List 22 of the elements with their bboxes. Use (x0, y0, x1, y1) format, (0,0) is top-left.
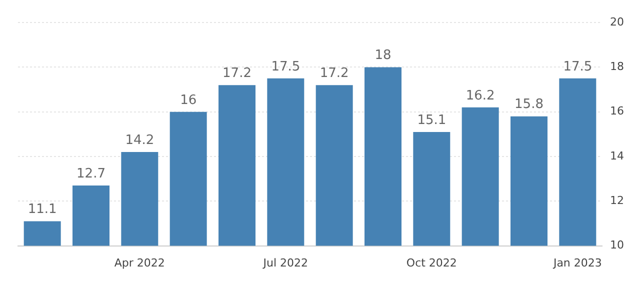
y-tick-label: 10 (610, 238, 624, 252)
data-label: 17.5 (563, 59, 592, 74)
x-tick-label: Oct 2022 (406, 256, 457, 270)
data-label: 17.2 (320, 66, 349, 81)
data-label: 17.2 (222, 66, 252, 81)
data-label: 11.1 (28, 202, 57, 218)
data-label: 12.7 (76, 166, 106, 182)
y-tick-label: 14 (610, 149, 624, 162)
data-label: 14.2 (125, 132, 154, 148)
x-tick-label: Jul 2022 (262, 256, 308, 270)
x-tick-label: Apr 2022 (114, 256, 165, 270)
data-label: 17.5 (271, 59, 300, 74)
data-label: 16.2 (466, 88, 495, 104)
y-tick-label: 18 (610, 60, 624, 74)
data-label: 15.8 (514, 97, 544, 112)
data-label: 18 (374, 48, 392, 64)
y-tick-label: 12 (610, 194, 624, 208)
data-label: 16 (180, 92, 197, 108)
x-tick-label: Jan 2023 (552, 256, 602, 270)
data-label: 15.1 (417, 112, 446, 128)
y-tick-label: 16 (610, 104, 624, 118)
y-tick-label: 20 (610, 15, 624, 28)
